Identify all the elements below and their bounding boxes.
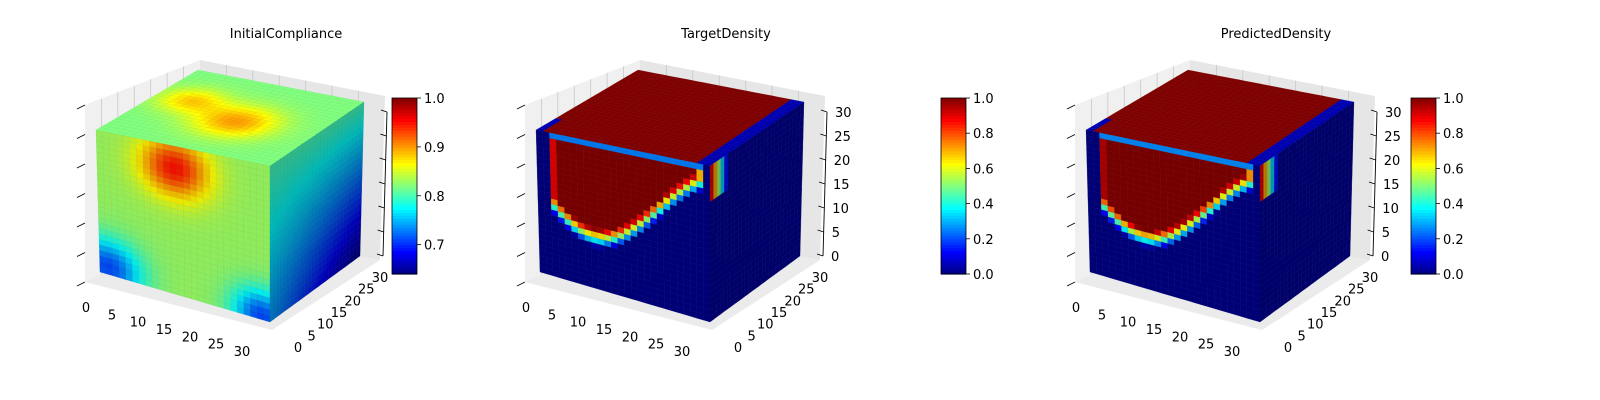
- colorbar-tick-label: 0.8: [424, 190, 445, 205]
- x-tick-label: 20: [622, 330, 639, 345]
- left-tick-mark: [516, 163, 526, 169]
- colorbar: 0.7 0.8 0.9 1.0: [391, 92, 445, 275]
- y-tick-label: 0: [734, 341, 742, 356]
- left-tick-mark: [516, 134, 526, 139]
- left-tick-mark: [516, 281, 526, 287]
- colorbar-band: [941, 98, 966, 102]
- left-tick-mark: [76, 252, 86, 257]
- x-tick-label: 5: [108, 308, 116, 323]
- left-tick-mark: [516, 222, 526, 228]
- chart-title: InitialCompliance: [230, 27, 343, 42]
- y-tick-label: 30: [812, 271, 829, 286]
- x-tick-label: 5: [548, 308, 556, 323]
- colorbar-tick-label: 0.7: [424, 239, 445, 254]
- chart-title: PredictedDensity: [1221, 27, 1332, 42]
- colorbar-tick-label: 0.8: [973, 127, 994, 142]
- z-tick-label: 20: [834, 154, 851, 169]
- x-tick-label: 30: [674, 345, 691, 360]
- left-tick-mark: [76, 104, 86, 110]
- x-tick-label: 15: [596, 323, 613, 338]
- colorbar-tick-label: 1.0: [424, 92, 445, 107]
- x-tick-label: 0: [522, 301, 530, 316]
- colorbar-tick-label: 1.0: [973, 92, 994, 107]
- x-tick-label: 30: [234, 345, 251, 360]
- chart-title: TargetDensity: [680, 27, 771, 42]
- colorbar-tick-label: 0.0: [973, 268, 994, 283]
- left-tick-mark: [76, 134, 86, 139]
- x-tick-label: 25: [648, 338, 665, 353]
- z-tick-label: 15: [833, 178, 850, 193]
- colorbar: 0.0 0.2 0.4 0.6 0.8 1.0: [940, 92, 994, 283]
- left-tick-mark: [76, 163, 86, 169]
- left-tick-mark: [516, 104, 526, 110]
- y-tick-label: 30: [372, 271, 389, 286]
- left-tick-mark: [76, 281, 86, 287]
- colorbar-tick-label: 0.4: [973, 198, 994, 213]
- y-tick-label: 5: [748, 329, 756, 344]
- x-tick-label: 10: [570, 316, 587, 331]
- x-tick-label: 20: [182, 330, 199, 345]
- colorbar-band: [392, 98, 417, 102]
- left-tick-mark: [76, 222, 86, 228]
- colorbar-tick-label: 0.9: [424, 141, 445, 156]
- z-tick-label: 30: [835, 106, 852, 121]
- y-tick-label: 0: [294, 341, 302, 356]
- colorbar-tick-label: 0.2: [973, 233, 994, 248]
- left-tick-mark: [76, 193, 86, 198]
- x-tick-label: 10: [130, 316, 147, 331]
- z-tick-label: 0: [831, 250, 839, 265]
- x-tick-label: 0: [82, 301, 90, 316]
- x-tick-label: 15: [156, 323, 173, 338]
- y-tick-label: 5: [308, 329, 316, 344]
- z-tick-label: 25: [834, 130, 851, 145]
- z-tick-label: 10: [832, 202, 849, 217]
- colorbar-tick-label: 0.6: [973, 162, 994, 177]
- left-tick-mark: [516, 193, 526, 198]
- z-tick-label: 5: [832, 226, 840, 241]
- x-tick-label: 25: [208, 338, 225, 353]
- left-tick-mark: [516, 252, 526, 257]
